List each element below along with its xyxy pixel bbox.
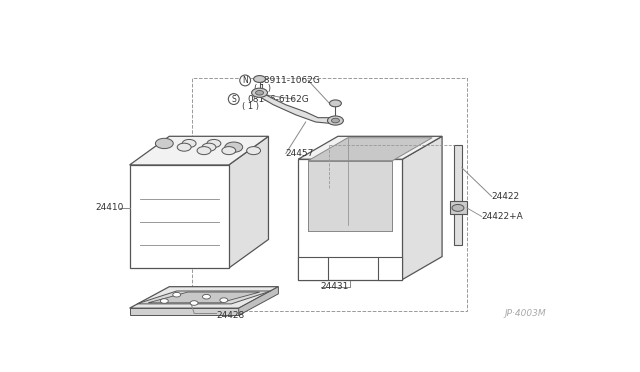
Text: 08911-1062G: 08911-1062G	[259, 76, 321, 85]
Polygon shape	[454, 145, 462, 245]
Text: 24457: 24457	[286, 149, 314, 158]
Polygon shape	[229, 136, 269, 268]
Circle shape	[161, 299, 168, 303]
Polygon shape	[148, 292, 260, 303]
Circle shape	[220, 298, 228, 302]
Circle shape	[225, 142, 243, 153]
Circle shape	[332, 118, 339, 123]
Polygon shape	[403, 136, 442, 279]
Polygon shape	[298, 257, 328, 279]
Polygon shape	[239, 287, 278, 315]
Text: 24428: 24428	[216, 311, 244, 320]
Text: N: N	[243, 76, 248, 85]
Circle shape	[246, 147, 260, 155]
Text: 24422: 24422	[492, 192, 520, 201]
Polygon shape	[259, 92, 335, 124]
Circle shape	[222, 147, 236, 155]
Polygon shape	[298, 159, 403, 279]
Polygon shape	[298, 136, 442, 159]
Polygon shape	[308, 138, 432, 161]
Polygon shape	[129, 136, 269, 165]
Circle shape	[253, 76, 266, 83]
Circle shape	[252, 88, 268, 97]
Circle shape	[156, 138, 173, 149]
Polygon shape	[308, 161, 392, 231]
Polygon shape	[129, 308, 239, 315]
Circle shape	[197, 147, 211, 155]
Circle shape	[328, 116, 344, 125]
Text: S: S	[232, 94, 236, 103]
Circle shape	[182, 140, 196, 147]
Text: 24431: 24431	[321, 282, 349, 291]
Circle shape	[202, 143, 216, 151]
Text: ( 1 ): ( 1 )	[242, 102, 259, 111]
Circle shape	[190, 301, 198, 305]
Text: ( 1 ): ( 1 )	[253, 84, 271, 93]
Circle shape	[452, 205, 464, 211]
Text: 08146-6162G: 08146-6162G	[247, 94, 309, 103]
Text: 24422+A: 24422+A	[482, 212, 524, 221]
Circle shape	[173, 292, 180, 297]
Polygon shape	[449, 201, 467, 214]
Circle shape	[177, 143, 191, 151]
Polygon shape	[129, 165, 229, 268]
Polygon shape	[378, 257, 403, 279]
Circle shape	[202, 294, 211, 299]
Circle shape	[330, 100, 341, 107]
Polygon shape	[137, 291, 271, 304]
Text: JP·4003M: JP·4003M	[504, 309, 547, 318]
Circle shape	[207, 140, 221, 147]
Bar	[191, 78, 467, 311]
Circle shape	[255, 90, 264, 95]
Text: 24410: 24410	[95, 203, 124, 212]
Polygon shape	[129, 287, 278, 308]
